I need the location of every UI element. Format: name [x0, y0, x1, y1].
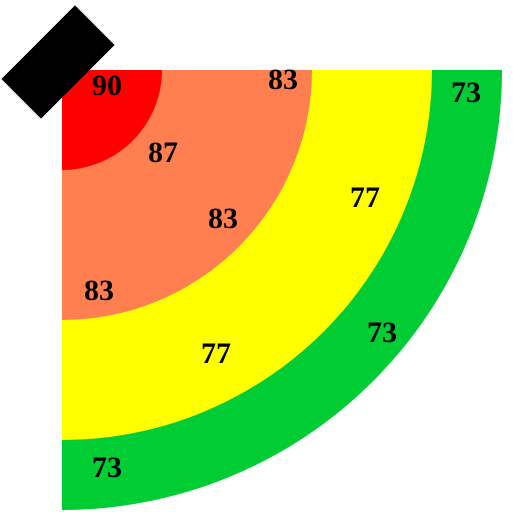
heat-value-label: 73 — [451, 76, 481, 109]
heat-value-label: 90 — [92, 69, 122, 102]
heat-value-label: 83 — [208, 202, 238, 235]
heat-value-label: 83 — [268, 63, 298, 96]
heat-value-label: 83 — [84, 274, 114, 307]
heat-value-label: 87 — [148, 136, 178, 169]
heat-value-label: 77 — [350, 181, 380, 214]
heat-value-label: 73 — [367, 316, 397, 349]
radial-heat-diagram: 90 87 83 83 83 77 77 73 73 73 — [0, 0, 513, 512]
heat-value-label: 77 — [201, 337, 231, 370]
heat-value-label: 73 — [92, 451, 122, 484]
